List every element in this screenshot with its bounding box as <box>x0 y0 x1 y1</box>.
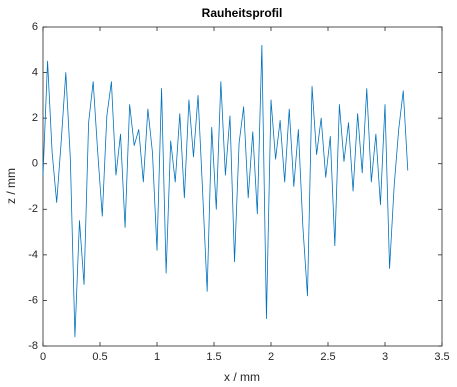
y-tick-label: -6 <box>28 294 38 306</box>
x-tick-label: 0 <box>40 351 46 363</box>
x-axis-label: x / mm <box>224 370 260 384</box>
y-tick-label: 0 <box>32 158 38 170</box>
y-tick-label: 6 <box>32 21 38 33</box>
x-tick-label: 0.5 <box>92 351 107 363</box>
y-tick-label: 2 <box>32 112 38 124</box>
x-tick-label: 1 <box>154 351 160 363</box>
y-tick-label: -4 <box>28 249 38 261</box>
y-tick-label: -2 <box>28 203 38 215</box>
y-tick-label: 4 <box>32 66 38 78</box>
x-tick-label: 3.5 <box>434 351 449 363</box>
x-tick-label: 3 <box>382 351 388 363</box>
y-tick-label: -8 <box>28 340 38 352</box>
chart-title: Rauheitsprofil <box>202 6 283 20</box>
x-tick-label: 2 <box>268 351 274 363</box>
x-tick-label: 1.5 <box>206 351 221 363</box>
x-tick-label: 2.5 <box>320 351 335 363</box>
data-line <box>42 44 409 338</box>
axes-box <box>42 26 443 347</box>
y-axis-label: z / mm <box>4 168 18 204</box>
